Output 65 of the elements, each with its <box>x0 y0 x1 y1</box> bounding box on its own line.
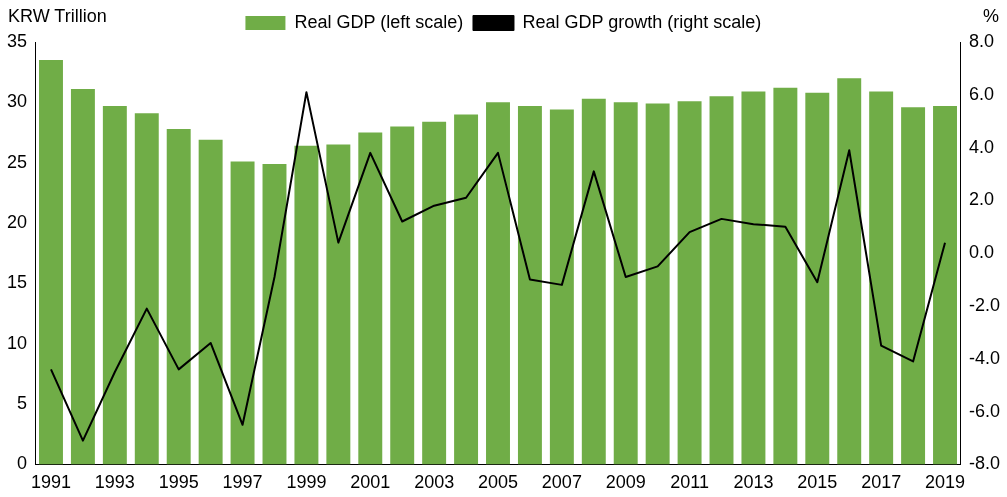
bar <box>581 98 606 465</box>
x-tick-label: 2013 <box>733 472 774 493</box>
bar <box>517 105 542 465</box>
legend-label: Real GDP (left scale) <box>294 11 464 32</box>
bar <box>486 102 510 465</box>
bar <box>613 102 638 465</box>
y2-tick-label: -6.0 <box>968 400 1001 421</box>
bar <box>454 114 479 465</box>
x-tick-label: 2007 <box>541 472 582 493</box>
bar <box>358 132 383 465</box>
x-tick-label: 2017 <box>861 472 902 493</box>
bar <box>102 105 127 465</box>
x-tick-label: 2009 <box>605 472 646 493</box>
bar <box>390 126 415 465</box>
y2-axis-title: % <box>982 5 999 26</box>
x-tick-label: 1995 <box>158 472 199 493</box>
bar <box>709 96 734 465</box>
bar <box>39 60 63 465</box>
y-tick-label: 30 <box>6 91 28 112</box>
y2-tick-label: 4.0 <box>968 136 995 157</box>
bar <box>805 92 830 465</box>
bar <box>134 113 159 465</box>
y2-tick-label: 6.0 <box>968 83 995 104</box>
bar <box>230 161 255 465</box>
y2-tick-label: -2.0 <box>968 294 1001 315</box>
bar <box>294 145 319 465</box>
x-tick-label: 1993 <box>94 472 135 493</box>
bar <box>422 121 447 465</box>
y-tick-label: 35 <box>6 30 28 51</box>
y2-tick-label: 2.0 <box>968 189 995 210</box>
bar <box>70 89 95 465</box>
y2-tick-label: 0.0 <box>968 242 995 263</box>
x-tick-label: 1991 <box>30 472 72 493</box>
bar <box>869 91 894 465</box>
x-tick-label: 2015 <box>797 472 838 493</box>
y-tick-label: 20 <box>6 212 28 232</box>
x-tick-label: 1997 <box>222 472 263 493</box>
y-tick-label: 25 <box>6 151 28 172</box>
bar <box>198 139 223 465</box>
y-tick-label: 10 <box>6 332 28 353</box>
x-tick-label: 2011 <box>670 472 709 493</box>
y-tick-label: 15 <box>6 272 28 293</box>
bar <box>773 87 798 465</box>
x-tick-label: 2003 <box>414 472 455 493</box>
legend-label: Real GDP growth (right scale) <box>522 11 762 32</box>
x-tick-label: 1999 <box>286 472 327 493</box>
bar <box>837 78 862 465</box>
y2-tick-label: -8.0 <box>968 453 1001 474</box>
bar <box>549 109 574 465</box>
x-tick-label: 2001 <box>350 472 391 493</box>
bar <box>645 103 670 465</box>
y2-tick-label: 8.0 <box>968 30 995 51</box>
y2-tick-label: -4.0 <box>968 347 1001 368</box>
y-tick-label: 5 <box>17 393 28 414</box>
bar <box>326 144 351 465</box>
x-tick-label: 2005 <box>477 472 519 493</box>
x-tick-label: 2019 <box>925 472 966 493</box>
y-axis-title: KRW Trillion <box>8 5 107 26</box>
bar <box>262 163 287 465</box>
y-tick-label: 0 <box>17 453 28 474</box>
bar <box>741 91 766 465</box>
bar <box>901 107 926 465</box>
bar <box>166 128 191 465</box>
bar <box>677 101 702 465</box>
bar <box>933 105 957 465</box>
